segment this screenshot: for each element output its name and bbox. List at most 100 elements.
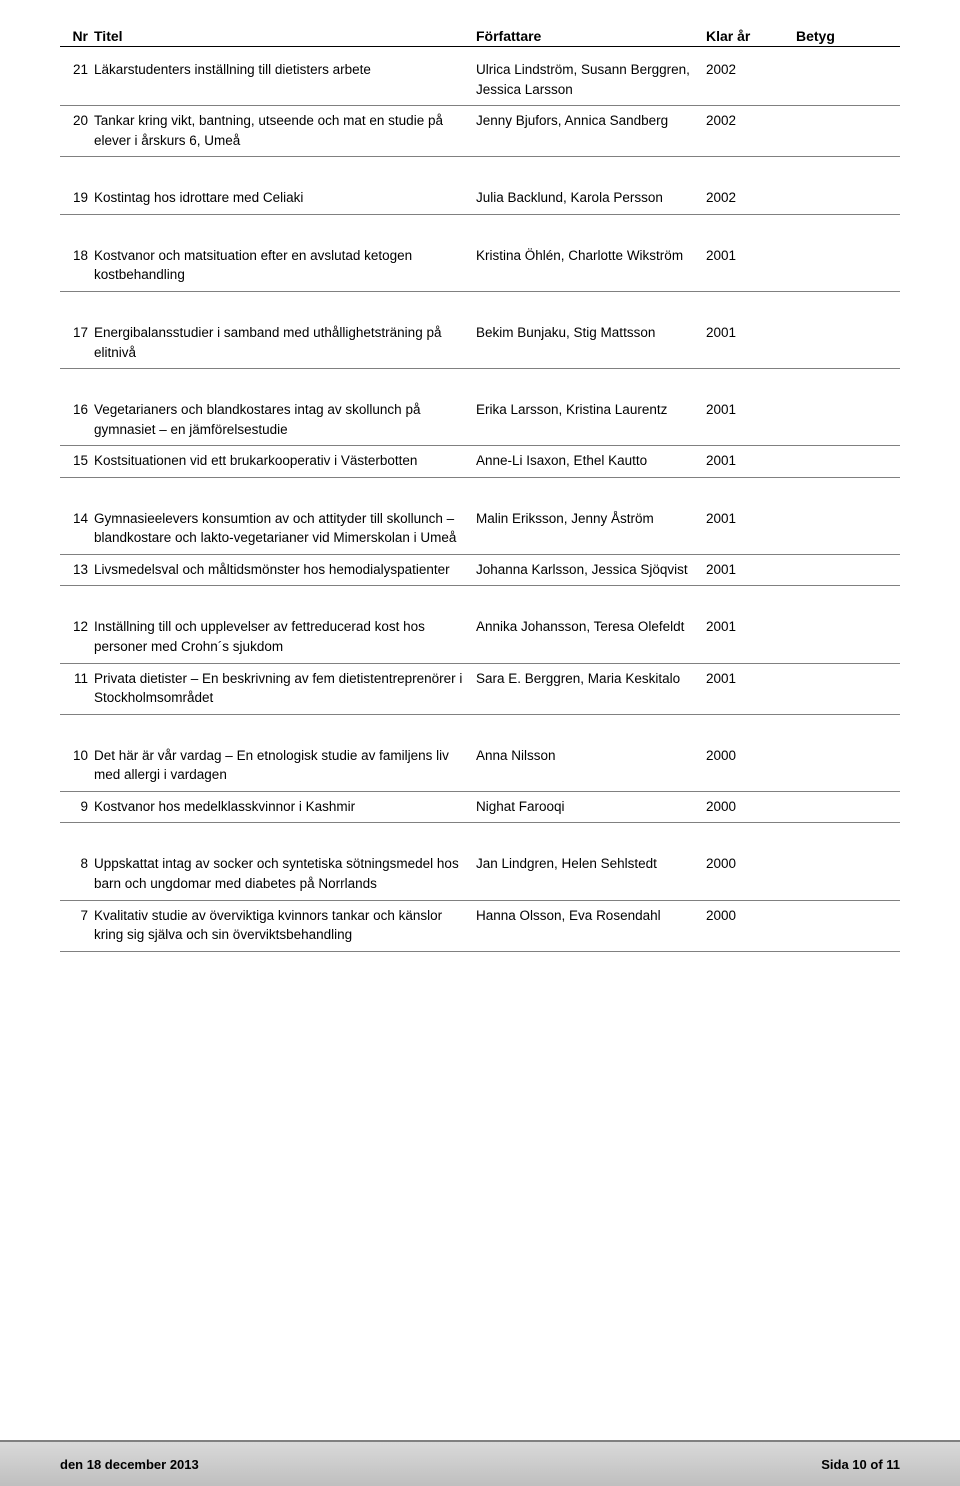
cell-grade — [796, 246, 866, 285]
cell-nr: 8 — [60, 854, 94, 893]
cell-title: Energibalansstudier i samband med uthåll… — [94, 323, 476, 362]
cell-title: Kostvanor och matsituation efter en avsl… — [94, 246, 476, 285]
table-row: 20Tankar kring vikt, bantning, utseende … — [60, 106, 900, 157]
cell-year: 2000 — [706, 797, 796, 817]
cell-title: Kostsituationen vid ett brukarkooperativ… — [94, 451, 476, 471]
header-nr: Nr — [60, 28, 94, 44]
cell-year: 2002 — [706, 111, 796, 150]
cell-grade — [796, 188, 866, 208]
row-group: 18Kostvanor och matsituation efter en av… — [60, 241, 900, 292]
cell-year: 2001 — [706, 617, 796, 656]
table-row: 7Kvalitativ studie av överviktiga kvinno… — [60, 901, 900, 952]
cell-author: Sara E. Berggren, Maria Keskitalo — [476, 669, 706, 708]
header-grade: Betyg — [796, 28, 866, 44]
header-title: Titel — [94, 28, 476, 44]
cell-title: Tankar kring vikt, bantning, utseende oc… — [94, 111, 476, 150]
cell-author: Anna Nilsson — [476, 746, 706, 785]
cell-grade — [796, 560, 866, 580]
cell-nr: 16 — [60, 400, 94, 439]
cell-year: 2001 — [706, 323, 796, 362]
table-row: 9Kostvanor hos medelklasskvinnor i Kashm… — [60, 792, 900, 824]
cell-title: Uppskattat intag av socker och syntetisk… — [94, 854, 476, 893]
cell-year: 2001 — [706, 669, 796, 708]
cell-author: Ulrica Lindström, Susann Berggren, Jessi… — [476, 60, 706, 99]
cell-grade — [796, 509, 866, 548]
row-group: 14Gymnasieelevers konsumtion av och atti… — [60, 504, 900, 587]
cell-author: Kristina Öhlén, Charlotte Wikström — [476, 246, 706, 285]
cell-year: 2001 — [706, 400, 796, 439]
table-row: 10Det här är vår vardag – En etnologisk … — [60, 741, 900, 792]
cell-grade — [796, 617, 866, 656]
cell-title: Gymnasieelevers konsumtion av och attity… — [94, 509, 476, 548]
cell-nr: 17 — [60, 323, 94, 362]
table-row: 18Kostvanor och matsituation efter en av… — [60, 241, 900, 292]
cell-author: Annika Johansson, Teresa Olefeldt — [476, 617, 706, 656]
cell-author: Bekim Bunjaku, Stig Mattsson — [476, 323, 706, 362]
cell-grade — [796, 746, 866, 785]
row-group: 16Vegetarianers och blandkostares intag … — [60, 395, 900, 478]
cell-author: Johanna Karlsson, Jessica Sjöqvist — [476, 560, 706, 580]
cell-grade — [796, 400, 866, 439]
cell-title: Privata dietister – En beskrivning av fe… — [94, 669, 476, 708]
header-year: Klar år — [706, 28, 796, 44]
cell-author: Hanna Olsson, Eva Rosendahl — [476, 906, 706, 945]
cell-year: 2000 — [706, 854, 796, 893]
table-row: 13Livsmedelsval och måltidsmönster hos h… — [60, 555, 900, 587]
table-body: 21Läkarstudenters inställning till dieti… — [60, 55, 900, 952]
cell-grade — [796, 323, 866, 362]
cell-grade — [796, 111, 866, 150]
table-row: 11Privata dietister – En beskrivning av … — [60, 664, 900, 715]
header-author: Författare — [476, 28, 706, 44]
cell-title: Läkarstudenters inställning till dietist… — [94, 60, 476, 99]
row-group: 8Uppskattat intag av socker och syntetis… — [60, 849, 900, 951]
cell-title: Vegetarianers och blandkostares intag av… — [94, 400, 476, 439]
cell-year: 2001 — [706, 246, 796, 285]
cell-author: Jenny Bjufors, Annica Sandberg — [476, 111, 706, 150]
cell-nr: 11 — [60, 669, 94, 708]
table-row: 16Vegetarianers och blandkostares intag … — [60, 395, 900, 446]
cell-title: Kostvanor hos medelklasskvinnor i Kashmi… — [94, 797, 476, 817]
table-row: 17Energibalansstudier i samband med uthå… — [60, 318, 900, 369]
cell-title: Livsmedelsval och måltidsmönster hos hem… — [94, 560, 476, 580]
cell-year: 2001 — [706, 451, 796, 471]
table-row: 12Inställning till och upplevelser av fe… — [60, 612, 900, 663]
footer-page: Sida 10 of 11 — [821, 1457, 900, 1472]
cell-nr: 15 — [60, 451, 94, 471]
cell-title: Inställning till och upplevelser av fett… — [94, 617, 476, 656]
cell-grade — [796, 669, 866, 708]
row-group: 12Inställning till och upplevelser av fe… — [60, 612, 900, 714]
cell-year: 2000 — [706, 746, 796, 785]
cell-year: 2002 — [706, 188, 796, 208]
row-group: 19Kostintag hos idrottare med CeliakiJul… — [60, 183, 900, 215]
cell-nr: 14 — [60, 509, 94, 548]
cell-author: Nighat Farooqi — [476, 797, 706, 817]
cell-nr: 9 — [60, 797, 94, 817]
cell-grade — [796, 60, 866, 99]
cell-grade — [796, 906, 866, 945]
page: Nr Titel Författare Klar år Betyg 21Läka… — [0, 0, 960, 1486]
cell-nr: 21 — [60, 60, 94, 99]
cell-author: Erika Larsson, Kristina Laurentz — [476, 400, 706, 439]
cell-author: Jan Lindgren, Helen Sehlstedt — [476, 854, 706, 893]
cell-nr: 10 — [60, 746, 94, 785]
cell-author: Malin Eriksson, Jenny Åström — [476, 509, 706, 548]
cell-nr: 20 — [60, 111, 94, 150]
cell-year: 2002 — [706, 60, 796, 99]
table-header: Nr Titel Författare Klar år Betyg — [60, 28, 900, 47]
cell-author: Julia Backlund, Karola Persson — [476, 188, 706, 208]
table-row: 14Gymnasieelevers konsumtion av och atti… — [60, 504, 900, 555]
row-group: 21Läkarstudenters inställning till dieti… — [60, 55, 900, 157]
footer-date: den 18 december 2013 — [60, 1457, 199, 1472]
table-row: 8Uppskattat intag av socker och syntetis… — [60, 849, 900, 900]
cell-year: 2001 — [706, 509, 796, 548]
cell-nr: 19 — [60, 188, 94, 208]
cell-author: Anne-Li Isaxon, Ethel Kautto — [476, 451, 706, 471]
row-group: 17Energibalansstudier i samband med uthå… — [60, 318, 900, 369]
cell-year: 2000 — [706, 906, 796, 945]
cell-nr: 13 — [60, 560, 94, 580]
page-footer: den 18 december 2013 Sida 10 of 11 — [0, 1440, 960, 1486]
cell-grade — [796, 854, 866, 893]
row-group: 10Det här är vår vardag – En etnologisk … — [60, 741, 900, 824]
table-row: 21Läkarstudenters inställning till dieti… — [60, 55, 900, 106]
table-row: 15Kostsituationen vid ett brukarkooperat… — [60, 446, 900, 478]
